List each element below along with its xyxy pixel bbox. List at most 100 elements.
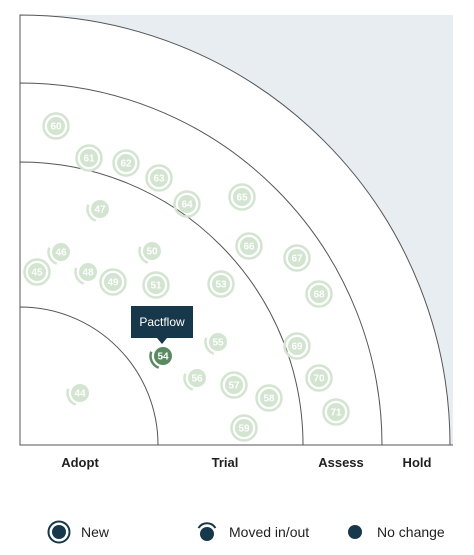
blip-outer-ring	[207, 270, 235, 298]
blip-dot	[154, 347, 172, 365]
legend-item-new: New	[47, 520, 109, 544]
blip-moved-arc	[183, 373, 194, 391]
blip-moved-arc	[149, 351, 160, 369]
blip-62[interactable]: 62	[112, 149, 140, 177]
blip-58[interactable]: 58	[255, 384, 283, 412]
blip-67[interactable]: 67	[283, 244, 311, 272]
blip-number: 45	[31, 268, 43, 279]
blip-outer-ring	[230, 414, 258, 442]
blip-moved-arc	[66, 388, 77, 406]
blip-number: 57	[228, 381, 240, 392]
blip-number: 70	[313, 374, 325, 385]
blip-moved-arc	[74, 267, 85, 285]
blip-number: 51	[150, 281, 162, 292]
blip-47[interactable]: 47	[86, 200, 109, 222]
blip-number: 71	[330, 408, 342, 419]
blip-number: 61	[83, 154, 95, 165]
blip-69[interactable]: 69	[283, 332, 311, 360]
blip-outer-ring	[145, 164, 173, 192]
blip-64[interactable]: 64	[173, 190, 201, 218]
blip-moved-arc	[86, 204, 97, 222]
blip-dot	[310, 285, 328, 303]
blip-number: 50	[146, 247, 158, 258]
blip-dot	[288, 337, 306, 355]
blip-dot	[327, 403, 345, 421]
blip-60[interactable]: 60	[42, 112, 70, 140]
ring-label-assess: Assess	[318, 455, 364, 470]
blip-number: 53	[215, 280, 227, 291]
moved-blip-icon	[197, 522, 217, 541]
tech-radar-quadrant: 60 61 62 63 64 65 47 46 50 66 67 45 48 49 51 53 68 69 55 54…	[19, 14, 453, 446]
blip-outer-ring	[305, 280, 333, 308]
blip-number: 58	[263, 394, 275, 405]
new-blip-icon	[47, 520, 71, 544]
blip-number: 49	[107, 278, 119, 289]
blip-outer-ring	[305, 364, 333, 392]
blip-dot	[117, 154, 135, 172]
blip-dot	[233, 188, 251, 206]
blip-55[interactable]: 55	[204, 333, 228, 355]
blip-68[interactable]: 68	[305, 280, 333, 308]
blip-dot	[260, 389, 278, 407]
blip-54[interactable]: 54	[149, 347, 173, 369]
blip-number: 62	[120, 159, 132, 170]
legend-item-moved: Moved in/out	[195, 520, 309, 544]
ring-label-trial: Trial	[211, 455, 239, 470]
blip-moved-arc	[138, 246, 149, 264]
blip-71[interactable]: 71	[322, 398, 350, 426]
blip-66[interactable]: 66	[235, 232, 263, 260]
blip-number: 54	[157, 352, 169, 363]
blip-outer-ring	[322, 398, 350, 426]
blip-outer-ring	[283, 244, 311, 272]
blip-70[interactable]: 70	[305, 364, 333, 392]
no-change-blip-icon	[348, 525, 362, 539]
blip-number: 44	[74, 389, 86, 400]
blip-dot	[288, 249, 306, 267]
blip-46[interactable]: 46	[47, 243, 71, 265]
blip-dot	[104, 273, 122, 291]
blip-outer-ring	[283, 332, 311, 360]
blip-48[interactable]: 48	[74, 263, 97, 285]
blip-dot	[240, 237, 258, 255]
blip-45[interactable]: 45	[23, 258, 51, 286]
blip-59[interactable]: 59	[230, 414, 258, 442]
legend-label-moved: Moved in/out	[229, 524, 310, 540]
blip-outer-ring	[112, 149, 140, 177]
blip-63[interactable]: 63	[145, 164, 173, 192]
blip-outer-ring	[75, 144, 103, 172]
ring-label-adopt: Adopt	[61, 455, 99, 470]
blip-57[interactable]: 57	[220, 371, 248, 399]
blip-tooltip: Pactflow	[131, 306, 193, 344]
blip-dot	[80, 149, 98, 167]
legend: New Moved in/out No change	[0, 520, 474, 546]
blip-dot	[225, 376, 243, 394]
blip-number: 47	[94, 205, 106, 216]
blip-number: 64	[181, 200, 193, 211]
blip-number: 56	[191, 374, 203, 385]
blip-61[interactable]: 61	[75, 144, 103, 172]
ring-label-hold: Hold	[402, 455, 432, 470]
blip-56[interactable]: 56	[183, 369, 207, 391]
blip-65[interactable]: 65	[228, 183, 256, 211]
blip-number: 60	[50, 122, 62, 133]
blip-50[interactable]: 50	[138, 242, 162, 264]
blip-outer-ring	[173, 190, 201, 218]
blip-44[interactable]: 44	[66, 384, 89, 406]
blip-dot	[47, 117, 65, 135]
blip-outer-ring	[255, 384, 283, 412]
blip-dot	[91, 200, 109, 218]
blip-number: 63	[153, 174, 165, 185]
blip-number: 67	[291, 254, 303, 265]
blip-outer-ring	[235, 232, 263, 260]
blip-number: 65	[236, 193, 248, 204]
blip-outer-ring	[220, 371, 248, 399]
blip-51[interactable]: 51	[142, 271, 170, 299]
blip-moved-arc	[204, 337, 215, 355]
legend-item-no-change: No change	[343, 520, 445, 544]
blip-53[interactable]: 53	[207, 270, 235, 298]
blip-number: 66	[243, 242, 255, 253]
blip-number: 48	[82, 268, 94, 279]
blip-49[interactable]: 49	[99, 268, 127, 296]
blip-dot	[79, 263, 97, 281]
blip-outer-ring	[42, 112, 70, 140]
